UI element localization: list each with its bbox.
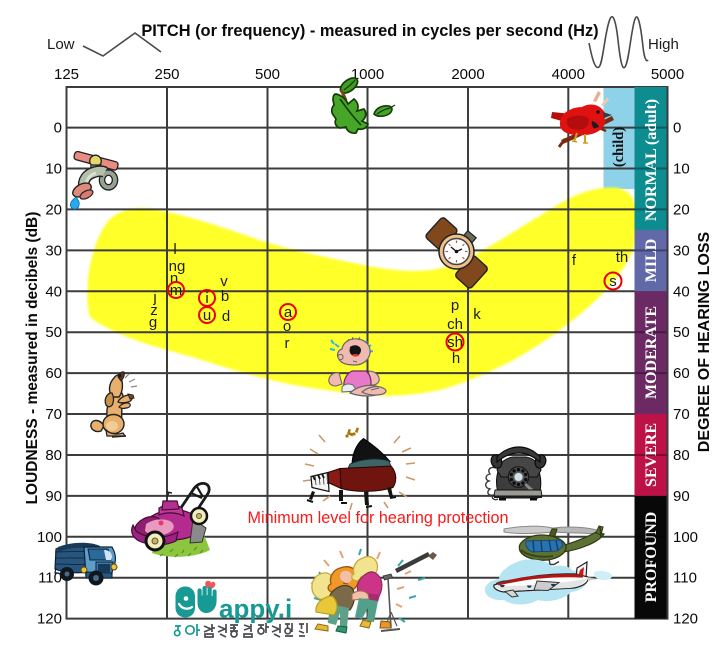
svg-text:u: u [203,307,211,324]
svg-text:(child): (child) [611,127,627,167]
svg-text:250: 250 [154,66,179,83]
svg-text:g: g [149,314,157,331]
svg-text:0: 0 [673,120,681,137]
svg-text:v: v [220,273,228,290]
svg-text:PITCH (or frequency) - measure: PITCH (or frequency) - measured in cycle… [141,22,598,40]
svg-text:Minimum level for hearing prot: Minimum level for hearing protection [248,509,509,527]
svg-text:th: th [616,249,629,266]
svg-text:20: 20 [673,201,690,218]
svg-text:ng: ng [169,258,186,275]
svg-text:110: 110 [38,570,62,587]
svg-text:120: 120 [37,611,62,628]
svg-text:j: j [152,289,156,306]
svg-text:a: a [284,304,293,321]
svg-text:10: 10 [673,161,690,178]
svg-text:90: 90 [673,488,690,505]
svg-text:70: 70 [673,406,690,423]
svg-text:Low: Low [47,36,75,53]
svg-text:4000: 4000 [552,66,585,83]
svg-text:2000: 2000 [451,66,484,83]
svg-text:l: l [173,241,176,258]
svg-text:80: 80 [45,447,62,464]
svg-text:r: r [285,335,290,352]
svg-text:MILD: MILD [643,239,660,283]
svg-text:SEVERE: SEVERE [643,423,660,487]
svg-text:500: 500 [255,66,280,83]
svg-text:0: 0 [54,120,62,137]
svg-text:60: 60 [45,365,62,382]
svg-text:h: h [452,350,460,367]
svg-text:d: d [222,308,230,325]
svg-text:i: i [205,290,208,307]
svg-text:40: 40 [673,283,690,300]
svg-text:50: 50 [45,324,62,341]
svg-text:NORMAL (adult): NORMAL (adult) [643,99,660,221]
svg-text:10: 10 [45,161,62,178]
svg-text:120: 120 [673,611,698,628]
svg-text:ch: ch [447,316,463,333]
svg-text:40: 40 [45,283,62,300]
svg-text:f: f [572,252,577,269]
svg-text:High: High [648,36,679,53]
svg-text:70: 70 [45,406,62,423]
svg-text:o: o [283,318,291,335]
svg-text:30: 30 [673,242,690,259]
svg-text:m: m [170,282,183,299]
svg-text:p: p [451,297,459,314]
svg-text:DEGREE OF HEARING LOSS: DEGREE OF HEARING LOSS [696,231,713,452]
svg-text:z: z [150,302,158,319]
svg-text:90: 90 [45,488,62,505]
svg-text:n: n [170,270,178,287]
svg-text:b: b [221,288,229,305]
svg-text:125: 125 [54,66,79,83]
svg-text:80: 80 [673,447,690,464]
svg-text:s: s [609,273,617,290]
svg-text:LOUDNESS - measured in decibel: LOUDNESS - measured in decibels (dB) [24,212,41,505]
svg-text:50: 50 [673,324,690,341]
svg-text:sh: sh [447,334,463,351]
svg-text:20: 20 [45,201,62,218]
svg-text:PROFOUND: PROFOUND [643,512,660,603]
svg-text:appy.i: appy.i [219,594,292,624]
svg-text:30: 30 [45,242,62,259]
svg-text:5000: 5000 [651,66,684,83]
svg-text:110: 110 [673,570,697,587]
svg-text:1000: 1000 [351,66,384,83]
svg-text:60: 60 [673,365,690,382]
svg-text:100: 100 [673,529,698,546]
svg-text:MODERATE: MODERATE [643,306,660,399]
svg-text:100: 100 [37,529,62,546]
svg-text:k: k [473,306,481,323]
